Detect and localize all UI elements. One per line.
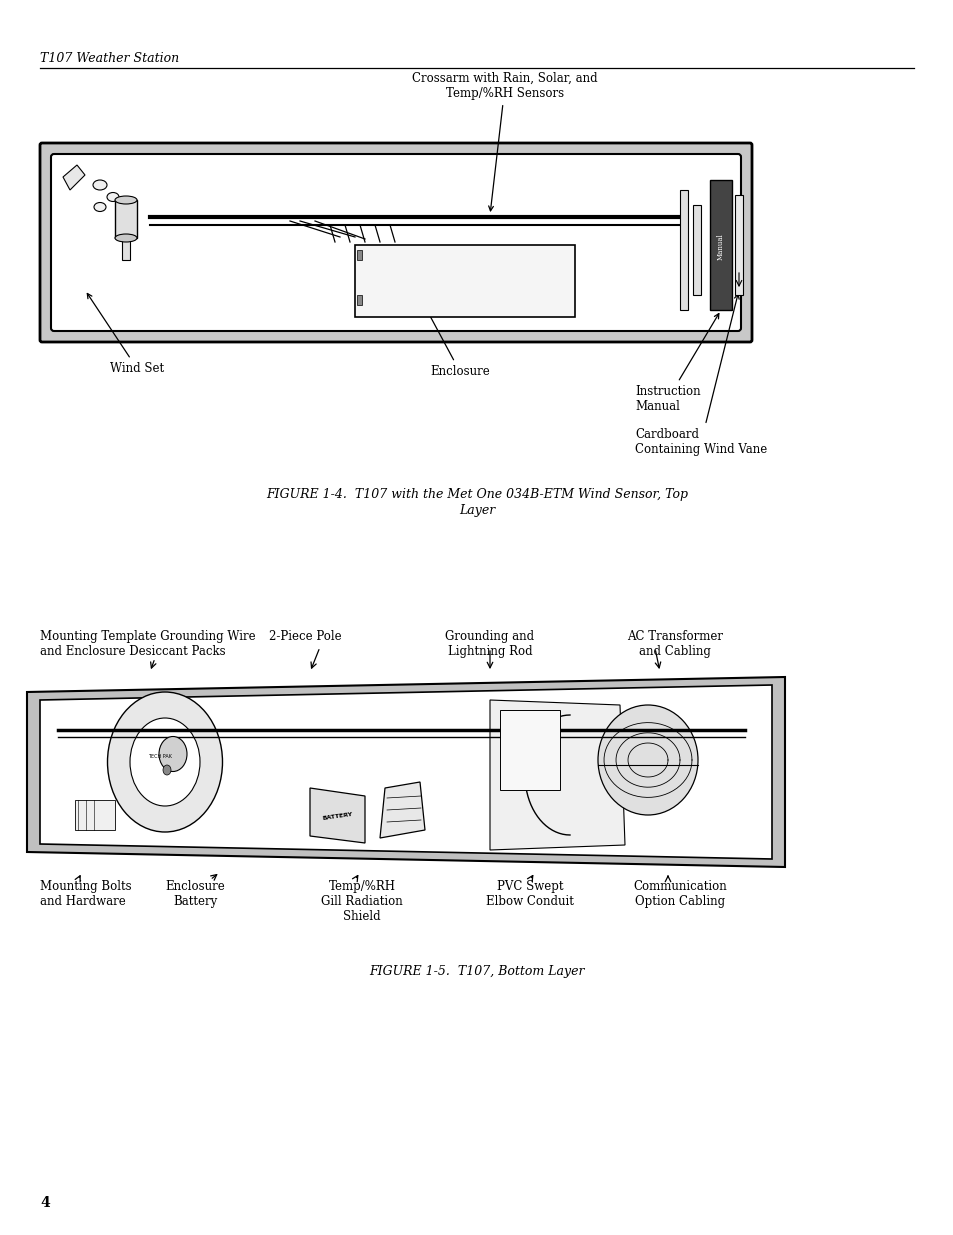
Text: Manual: Manual bbox=[717, 233, 724, 261]
Text: FIGURE 1-5.  T107, Bottom Layer: FIGURE 1-5. T107, Bottom Layer bbox=[369, 965, 584, 978]
Text: BATTERY: BATTERY bbox=[321, 811, 353, 820]
Ellipse shape bbox=[115, 196, 137, 204]
FancyBboxPatch shape bbox=[40, 143, 751, 342]
Bar bbox=[115, 200, 137, 238]
Text: Temp/%RH
Gill Radiation
Shield: Temp/%RH Gill Radiation Shield bbox=[321, 881, 402, 923]
Bar bbox=[356, 295, 361, 305]
Ellipse shape bbox=[598, 705, 698, 815]
Text: Crossarm with Rain, Solar, and
Temp/%RH Sensors: Crossarm with Rain, Solar, and Temp/%RH … bbox=[412, 72, 598, 211]
Text: Mounting Bolts
and Hardware: Mounting Bolts and Hardware bbox=[40, 881, 132, 908]
Text: TECH PAK: TECH PAK bbox=[148, 755, 172, 760]
Ellipse shape bbox=[159, 736, 187, 772]
Ellipse shape bbox=[130, 718, 200, 806]
Text: AC Transformer
and Cabling: AC Transformer and Cabling bbox=[626, 630, 722, 658]
Text: Mounting Template Grounding Wire
and Enclosure Desiccant Packs: Mounting Template Grounding Wire and Enc… bbox=[40, 630, 255, 658]
Bar bbox=[355, 245, 575, 317]
Ellipse shape bbox=[92, 180, 107, 190]
Ellipse shape bbox=[163, 764, 171, 776]
Text: Grounding and
Lightning Rod: Grounding and Lightning Rod bbox=[445, 630, 534, 658]
Polygon shape bbox=[40, 685, 771, 860]
Text: PVC Swept
Elbow Conduit: PVC Swept Elbow Conduit bbox=[485, 881, 574, 908]
Polygon shape bbox=[490, 700, 624, 850]
Text: Instruction
Manual: Instruction Manual bbox=[635, 314, 719, 412]
Bar bbox=[692, 205, 700, 295]
Ellipse shape bbox=[107, 193, 119, 201]
Polygon shape bbox=[310, 788, 365, 844]
Text: Communication
Option Cabling: Communication Option Cabling bbox=[633, 881, 726, 908]
Text: FIGURE 1-4.  T107 with the Met One 034B-ETM Wind Sensor, Top: FIGURE 1-4. T107 with the Met One 034B-E… bbox=[266, 488, 687, 501]
Ellipse shape bbox=[108, 692, 222, 832]
Text: T107 Weather Station: T107 Weather Station bbox=[40, 52, 179, 65]
Bar bbox=[709, 180, 731, 310]
Text: Enclosure
Battery: Enclosure Battery bbox=[165, 881, 225, 908]
Text: Cardboard
Containing Wind Vane: Cardboard Containing Wind Vane bbox=[635, 294, 766, 456]
FancyBboxPatch shape bbox=[51, 154, 740, 331]
Bar bbox=[122, 238, 130, 261]
Bar bbox=[75, 800, 115, 830]
Text: Enclosure: Enclosure bbox=[416, 291, 489, 378]
Bar bbox=[679, 190, 687, 310]
Text: Wind Set: Wind Set bbox=[88, 294, 164, 375]
Bar bbox=[734, 195, 742, 295]
Polygon shape bbox=[379, 782, 424, 839]
Polygon shape bbox=[27, 677, 784, 867]
Ellipse shape bbox=[115, 233, 137, 242]
Ellipse shape bbox=[94, 203, 106, 211]
Polygon shape bbox=[63, 165, 85, 190]
Bar bbox=[356, 249, 361, 261]
Text: Layer: Layer bbox=[458, 504, 495, 517]
Text: 4: 4 bbox=[40, 1195, 50, 1210]
Text: 2-Piece Pole: 2-Piece Pole bbox=[269, 630, 341, 643]
Bar bbox=[499, 710, 559, 790]
